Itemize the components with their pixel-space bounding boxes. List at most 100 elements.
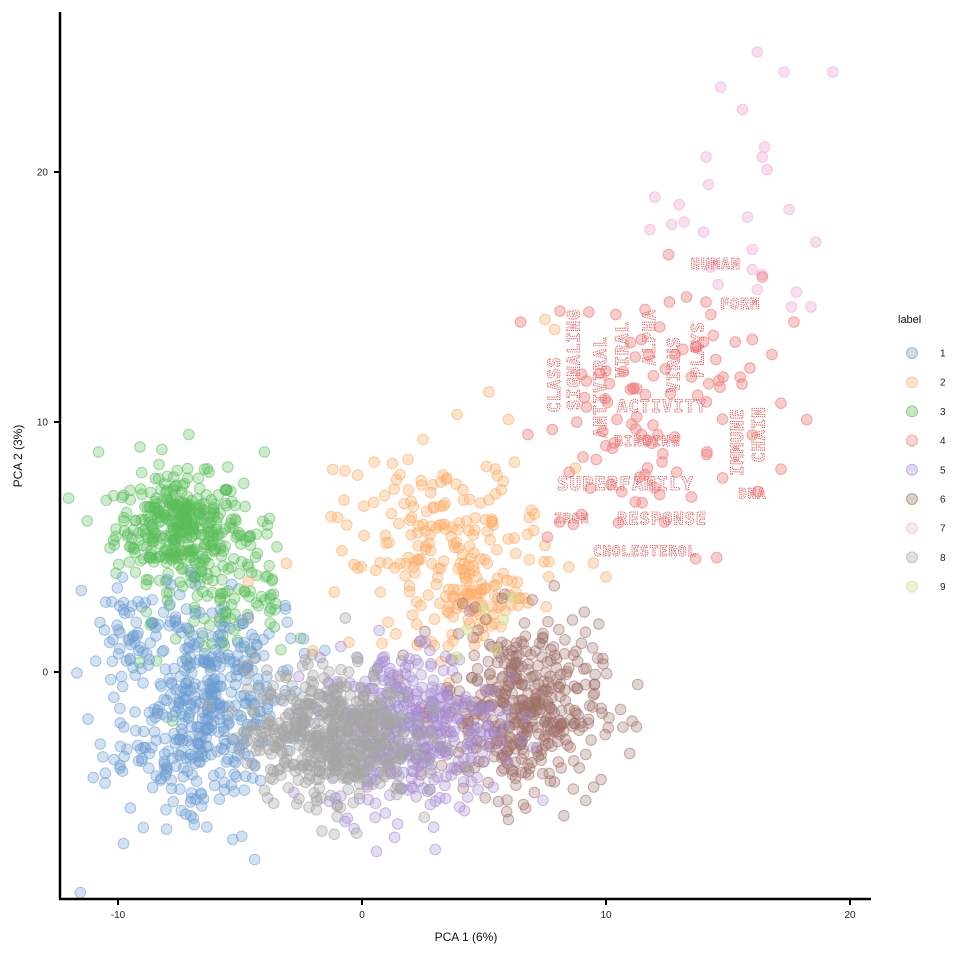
- data-point: [587, 781, 600, 793]
- data-point: [599, 728, 612, 741]
- data-point: [271, 541, 283, 553]
- data-point: [132, 595, 144, 608]
- data-point: [584, 482, 597, 495]
- data-point: [176, 717, 189, 730]
- data-point: [174, 783, 186, 796]
- data-point: [501, 574, 513, 587]
- data-point: [526, 594, 539, 606]
- data-point: [438, 555, 450, 567]
- data-point: [351, 469, 364, 482]
- data-point: [600, 571, 612, 583]
- x-axis-title: PCA 1 (6%): [435, 930, 498, 944]
- data-point: [347, 796, 360, 809]
- data-point: [116, 680, 129, 693]
- data-point: [467, 529, 480, 542]
- data-point: [328, 828, 341, 841]
- data-point: [382, 616, 394, 629]
- data-point: [520, 729, 532, 742]
- data-point: [617, 365, 630, 378]
- data-point: [259, 594, 271, 606]
- data-point: [298, 714, 311, 727]
- data-point: [275, 644, 287, 656]
- data-point: [111, 582, 124, 594]
- data-point: [185, 667, 198, 679]
- data-point: [548, 776, 561, 788]
- data-point: [453, 517, 466, 529]
- data-point: [184, 636, 196, 648]
- data-point: [228, 768, 241, 781]
- data-point: [440, 770, 452, 783]
- data-point: [331, 810, 343, 823]
- data-point: [486, 685, 499, 697]
- data-point: [335, 663, 347, 676]
- data-point: [222, 461, 234, 473]
- data-point: [487, 781, 500, 794]
- legend-marker-icon: [906, 376, 918, 389]
- data-point: [184, 551, 196, 564]
- data-point: [541, 531, 554, 543]
- data-point: [280, 557, 293, 570]
- data-point: [539, 539, 551, 552]
- data-point: [114, 702, 126, 715]
- data-point: [385, 507, 398, 520]
- data-point: [474, 497, 487, 509]
- data-point: [478, 738, 491, 751]
- data-point: [441, 742, 453, 755]
- data-point: [405, 511, 418, 524]
- data-point: [261, 519, 274, 532]
- data-point: [507, 591, 520, 603]
- data-point: [89, 655, 102, 667]
- y-tick-label: 0: [42, 668, 48, 679]
- data-point: [463, 605, 476, 618]
- data-point: [149, 472, 162, 485]
- data-point: [302, 658, 314, 671]
- data-point: [114, 717, 126, 729]
- data-point: [383, 536, 395, 549]
- data-point: [118, 750, 131, 763]
- data-point: [211, 745, 223, 758]
- data-point: [205, 494, 218, 506]
- data-point: [129, 669, 141, 682]
- data-point: [454, 557, 467, 570]
- data-point: [438, 518, 451, 531]
- data-point: [172, 532, 185, 544]
- data-point: [134, 441, 146, 453]
- data-point: [393, 770, 405, 782]
- data-point: [537, 631, 549, 644]
- data-point: [239, 770, 252, 783]
- x-tick-label: 0: [359, 910, 365, 921]
- data-point: [447, 730, 459, 743]
- data-point: [358, 529, 370, 542]
- data-point: [775, 463, 787, 476]
- data-point: [492, 795, 505, 808]
- data-point: [700, 396, 713, 408]
- data-point: [810, 236, 822, 248]
- data-point: [505, 732, 517, 744]
- data-point: [497, 613, 510, 626]
- data-point: [308, 702, 320, 715]
- data-point: [567, 518, 580, 531]
- data-point: [370, 708, 383, 721]
- data-point: [744, 362, 756, 374]
- data-point: [160, 530, 172, 542]
- data-point: [218, 743, 230, 756]
- data-point: [412, 527, 424, 539]
- data-point: [368, 668, 380, 681]
- data-point: [545, 643, 557, 656]
- data-point: [523, 553, 536, 566]
- data-point: [267, 797, 280, 810]
- data-point: [756, 271, 769, 283]
- data-point: [194, 499, 206, 511]
- data-point: [549, 323, 561, 336]
- data-point: [229, 499, 241, 512]
- data-point: [546, 740, 558, 752]
- data-point: [430, 684, 442, 697]
- data-point: [491, 469, 504, 482]
- data-point: [647, 419, 659, 431]
- data-point: [251, 639, 263, 652]
- data-point: [614, 703, 627, 716]
- data-point: [201, 821, 213, 833]
- data-point: [129, 724, 142, 737]
- data-point: [442, 702, 455, 715]
